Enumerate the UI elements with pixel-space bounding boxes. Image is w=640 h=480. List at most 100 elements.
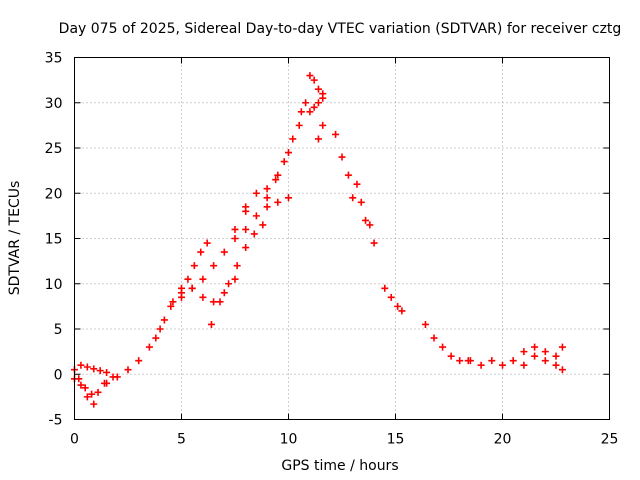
data-point bbox=[349, 194, 357, 202]
x-tick-label: 20 bbox=[494, 432, 512, 448]
chart-title: Day 075 of 2025, Sidereal Day-to-day VTE… bbox=[59, 21, 622, 37]
data-point bbox=[520, 348, 528, 356]
series-arc-p bbox=[353, 180, 370, 224]
data-point bbox=[103, 368, 111, 376]
data-point bbox=[178, 293, 185, 301]
data-point bbox=[381, 284, 389, 292]
data-point bbox=[520, 361, 528, 369]
data-point bbox=[289, 135, 297, 143]
y-tick-label: -5 bbox=[49, 413, 63, 429]
plot-frame bbox=[74, 57, 610, 420]
data-point bbox=[552, 361, 560, 369]
data-point bbox=[184, 275, 192, 283]
data-point bbox=[152, 334, 160, 342]
data-point bbox=[319, 90, 327, 98]
series-arc-k bbox=[263, 108, 305, 202]
data-point bbox=[190, 262, 198, 270]
data-point bbox=[285, 194, 292, 202]
data-point bbox=[203, 239, 211, 247]
data-point bbox=[197, 248, 205, 256]
y-axis-label: SDTVAR / TECUs bbox=[7, 181, 23, 296]
data-point bbox=[488, 357, 496, 365]
data-point bbox=[263, 194, 271, 202]
data-point bbox=[77, 381, 85, 389]
series-arc-e bbox=[152, 225, 250, 342]
grid bbox=[74, 57, 610, 420]
series-arc-j bbox=[242, 194, 292, 220]
data-point bbox=[225, 280, 233, 288]
series-arc-l bbox=[306, 72, 327, 102]
data-point bbox=[94, 388, 102, 396]
series-arc-i bbox=[231, 121, 303, 233]
data-point bbox=[90, 365, 98, 373]
x-tick-label: 15 bbox=[387, 432, 405, 448]
data-point bbox=[387, 293, 395, 301]
data-point bbox=[398, 307, 406, 315]
data-point bbox=[77, 361, 85, 369]
y-tick-label: 35 bbox=[45, 51, 63, 67]
data-point bbox=[302, 99, 310, 107]
data-point bbox=[353, 180, 361, 188]
x-tick-label: 10 bbox=[280, 432, 298, 448]
data-point bbox=[252, 212, 260, 220]
x-axis-label: GPS time / hours bbox=[281, 458, 398, 474]
data-point bbox=[199, 275, 207, 283]
data-point bbox=[210, 298, 218, 306]
y-tick-label: 5 bbox=[54, 322, 63, 338]
data-point bbox=[274, 198, 282, 206]
data-point bbox=[344, 171, 352, 179]
data-point bbox=[167, 302, 175, 310]
data-point bbox=[366, 221, 374, 229]
data-point bbox=[421, 320, 429, 328]
series-arc-s bbox=[421, 320, 472, 365]
data-point bbox=[220, 248, 228, 256]
series-arc-t bbox=[466, 352, 566, 374]
data-point bbox=[96, 367, 104, 375]
data-point bbox=[558, 366, 566, 374]
data-point bbox=[90, 400, 98, 408]
data-point bbox=[552, 352, 560, 360]
data-point bbox=[242, 225, 250, 233]
series-arc-h bbox=[207, 221, 267, 328]
series-arc-o bbox=[332, 130, 357, 202]
data-point bbox=[199, 293, 207, 301]
data-point bbox=[88, 390, 96, 398]
y-tick-label: 30 bbox=[45, 96, 63, 112]
data-point bbox=[332, 130, 340, 138]
y-tick-label: 0 bbox=[54, 367, 63, 383]
data-point bbox=[314, 135, 322, 143]
data-point bbox=[233, 262, 241, 270]
y-tick-label: 25 bbox=[45, 141, 63, 157]
data-point bbox=[531, 343, 539, 351]
data-point bbox=[250, 230, 258, 238]
data-point bbox=[297, 108, 305, 116]
data-point bbox=[531, 352, 539, 360]
x-tick-label: 0 bbox=[70, 432, 79, 448]
data-point bbox=[338, 153, 346, 161]
data-point bbox=[124, 366, 132, 374]
data-point bbox=[285, 149, 292, 157]
data-point bbox=[370, 239, 378, 247]
data-point bbox=[231, 275, 239, 283]
series-arc-f bbox=[178, 239, 211, 301]
y-tick-label: 15 bbox=[45, 232, 63, 248]
series-arc-m bbox=[302, 90, 327, 116]
data-point bbox=[259, 221, 267, 229]
data-point bbox=[295, 121, 303, 129]
series-arc-a bbox=[71, 361, 117, 381]
data-point bbox=[357, 198, 365, 206]
data-point bbox=[242, 207, 250, 215]
series-arc-q bbox=[366, 221, 378, 247]
series-arc-r bbox=[381, 284, 406, 315]
data-point bbox=[81, 384, 89, 392]
data-point bbox=[231, 225, 239, 233]
data-point bbox=[113, 373, 121, 381]
data-point bbox=[456, 357, 464, 365]
data-point bbox=[188, 284, 196, 292]
data-point bbox=[252, 189, 260, 197]
data-point bbox=[263, 203, 271, 211]
data-point bbox=[439, 343, 447, 351]
data-point bbox=[242, 244, 250, 252]
y-tick-label: 20 bbox=[45, 186, 63, 202]
